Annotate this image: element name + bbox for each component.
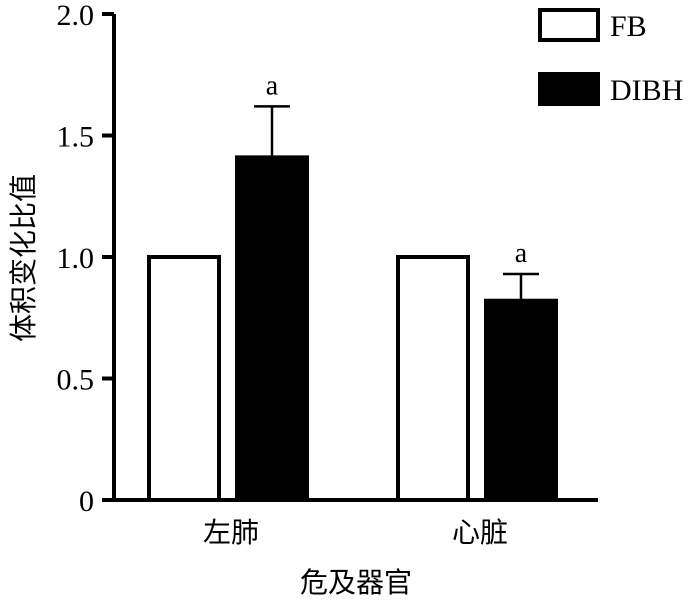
x-tick-label: 左肺: [203, 517, 259, 549]
legend-swatch: [538, 72, 600, 106]
y-tick-label: 0: [79, 485, 94, 518]
y-tick-label: 1.0: [57, 242, 95, 275]
y-axis-title: 体积变化比值: [8, 174, 40, 342]
legend-label: FB: [610, 10, 647, 43]
y-tick-label: 1.5: [57, 121, 95, 154]
y-axis: 0 0.5 1.0 1.5 2.0: [57, 0, 116, 518]
bar: [147, 255, 221, 502]
legend-label: DIBH: [610, 74, 683, 107]
x-axis: 左肺 心脏: [112, 498, 598, 549]
legend-swatch: [538, 8, 600, 42]
bar: [484, 298, 558, 502]
y-tick-label: 0.5: [57, 364, 95, 397]
legend: FB DIBH: [538, 8, 683, 107]
y-tick-label: 2.0: [57, 0, 95, 32]
bar: [396, 255, 470, 502]
x-axis-title: 危及器官: [300, 567, 412, 599]
bar: [235, 155, 309, 502]
significance-label: a: [515, 238, 528, 269]
bars: aa: [147, 70, 558, 502]
x-tick-label: 心脏: [452, 517, 508, 549]
significance-label: a: [266, 70, 279, 101]
